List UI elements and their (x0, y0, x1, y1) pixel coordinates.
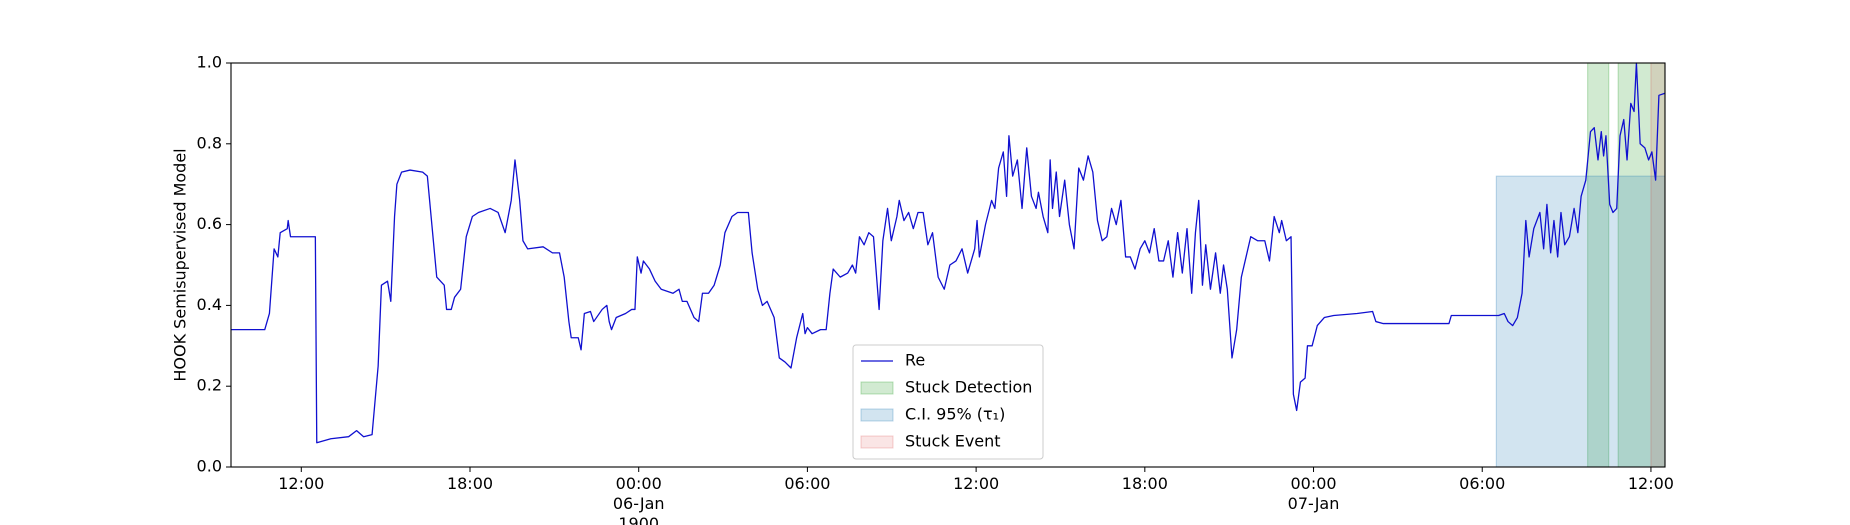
y-tick-label: 0.8 (197, 133, 222, 152)
y-tick-label: 0.0 (197, 457, 222, 476)
x-tick-label: 00:00 06-Jan 1900 (613, 474, 665, 525)
x-tick-label: 06:00 (1459, 474, 1505, 493)
x-tick-label: 18:00 (1122, 474, 1168, 493)
x-tick-label: 06:00 (784, 474, 830, 493)
span-region (1495, 175, 1666, 468)
legend-swatch (860, 435, 894, 449)
y-tick-label: 0.2 (197, 376, 222, 395)
y-tick-label: 0.4 (197, 295, 222, 314)
data-line (231, 62, 1666, 444)
legend-label: Stuck Detection (905, 378, 1032, 397)
legend-label: Re (905, 351, 925, 370)
y-axis-label: HOOK Semisupervised Model (171, 148, 190, 381)
legend-label: C.I. 95% (τ₁) (905, 405, 1005, 424)
x-tick-label: 12:00 (1628, 474, 1674, 493)
legend: Re Stuck Detection C.I. 95% (τ₁) Stuck Even… (852, 344, 1044, 460)
legend-swatch (860, 408, 894, 422)
x-tick-label: 12:00 (278, 474, 324, 493)
y-tick-label: 0.6 (197, 214, 222, 233)
legend-swatch (860, 381, 894, 395)
y-tick-label: 1.0 (197, 53, 222, 72)
x-tick-label: 00:00 07-Jan (1288, 474, 1340, 513)
x-tick-label: 18:00 (447, 474, 493, 493)
legend-box (852, 344, 1044, 460)
x-tick-label: 12:00 (953, 474, 999, 493)
legend-label: Stuck Event (905, 432, 1001, 451)
axes-frame (230, 62, 1666, 468)
